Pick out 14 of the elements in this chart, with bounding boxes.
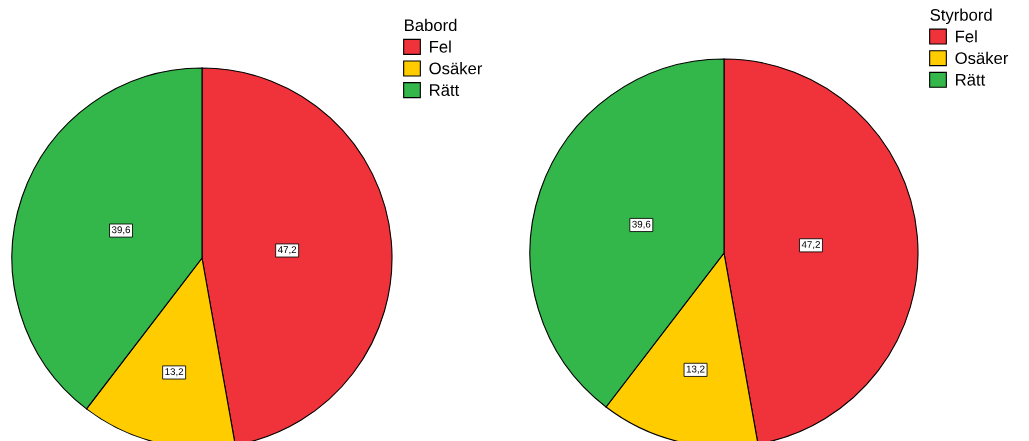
legend-label: Osäker: [429, 62, 483, 75]
legend-label: Fel: [430, 40, 451, 53]
legend-label: Osäker: [955, 51, 1009, 65]
legend-label: Rätt: [430, 84, 460, 96]
legend-title: Babord: [405, 18, 457, 32]
data-label: 13,2: [686, 365, 705, 374]
data-label: 39,6: [632, 220, 651, 229]
data-label: 39,6: [111, 226, 131, 235]
legend-label: Rätt: [956, 74, 986, 86]
data-label: 47,2: [277, 246, 297, 255]
legend-title: Styrbord: [930, 8, 992, 25]
legend-label: Fel: [956, 30, 977, 43]
data-label: 47,2: [801, 241, 820, 250]
data-label: 13,2: [165, 368, 184, 377]
